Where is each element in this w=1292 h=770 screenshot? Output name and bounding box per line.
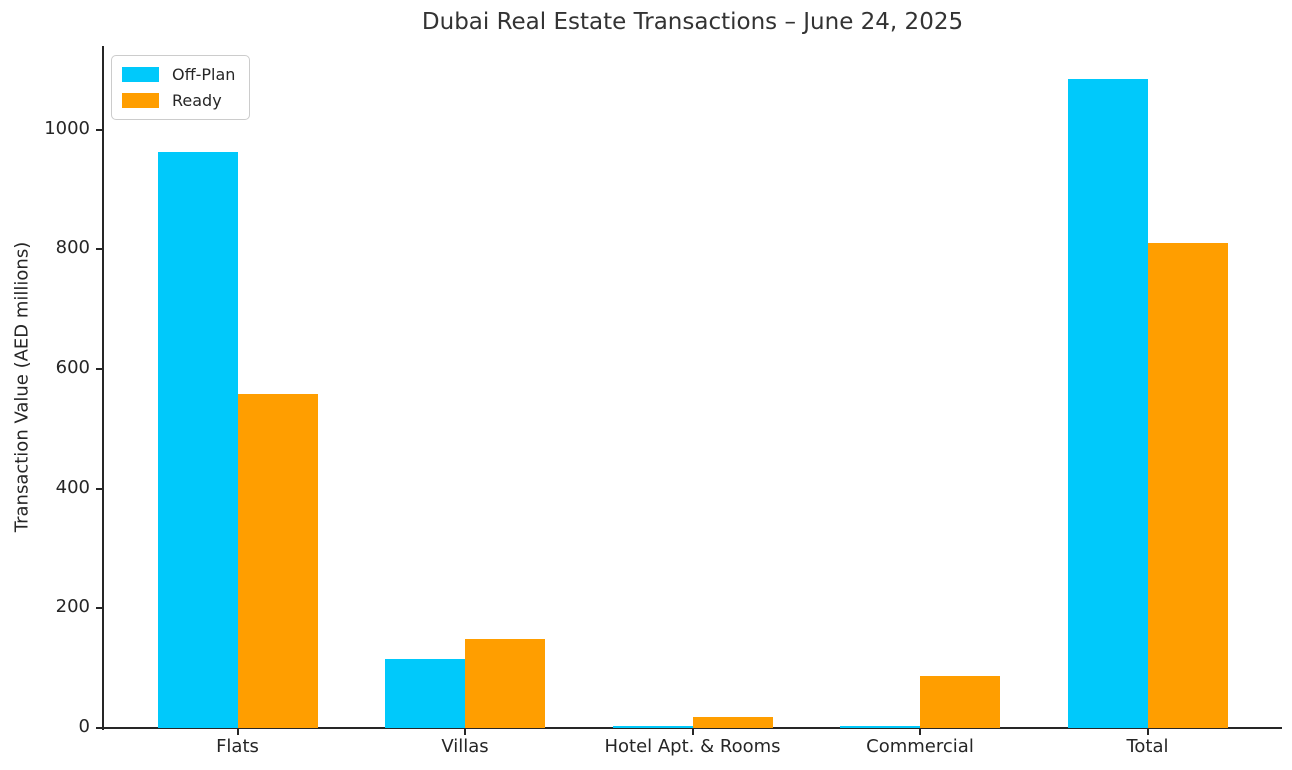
x-tick-label: Villas	[441, 736, 489, 757]
bar-hotel-apt-rooms-off-plan	[612, 726, 693, 728]
y-tick-mark	[95, 368, 102, 371]
x-tick-label: Total	[1126, 736, 1169, 757]
legend-label-ready: Ready	[172, 91, 222, 110]
bar-commercial-off-plan	[840, 725, 920, 728]
x-tick-label: Flats	[216, 736, 259, 757]
x-tick-mark	[691, 729, 694, 735]
y-tick-label: 200	[55, 596, 90, 618]
chart-title: Dubai Real Estate Transactions – June 24…	[421, 9, 964, 35]
bar-total-off-plan	[1067, 78, 1148, 728]
legend: Off-Plan Ready	[111, 55, 251, 120]
legend-swatch-ready	[122, 93, 159, 108]
y-tick-label: 1000	[44, 117, 90, 139]
bar-hotel-apt-rooms-ready	[692, 717, 773, 728]
y-tick-mark	[95, 487, 102, 490]
x-axis-spine	[101, 727, 1282, 730]
legend-label-off-plan: Off-Plan	[172, 65, 236, 84]
y-tick-mark	[95, 248, 102, 251]
y-tick-label: 600	[55, 357, 90, 379]
y-tick-label: 0	[78, 716, 90, 737]
bar-villas-ready	[465, 639, 545, 728]
x-tick-mark	[1146, 729, 1149, 735]
x-tick-mark	[464, 729, 466, 735]
legend-item-off-plan: Off-Plan	[122, 65, 235, 84]
legend-swatch-off-plan	[122, 67, 159, 82]
x-tick-mark	[236, 729, 239, 735]
x-tick-label: Commercial	[866, 736, 974, 757]
legend-item-ready: Ready	[122, 91, 235, 110]
y-tick-mark	[95, 727, 102, 729]
y-tick-mark	[95, 128, 102, 131]
bar-commercial-ready	[920, 675, 1000, 728]
x-tick-mark	[919, 729, 921, 735]
bar-villas-off-plan	[385, 659, 465, 728]
y-axis-spine	[101, 46, 104, 730]
bar-flats-ready	[237, 394, 318, 728]
y-tick-label: 800	[55, 237, 90, 259]
y-tick-label: 400	[55, 476, 90, 498]
bar-total-ready	[1147, 242, 1228, 728]
y-tick-mark	[95, 607, 102, 610]
x-tick-label: Hotel Apt. & Rooms	[604, 736, 781, 757]
bar-flats-off-plan	[157, 151, 238, 728]
